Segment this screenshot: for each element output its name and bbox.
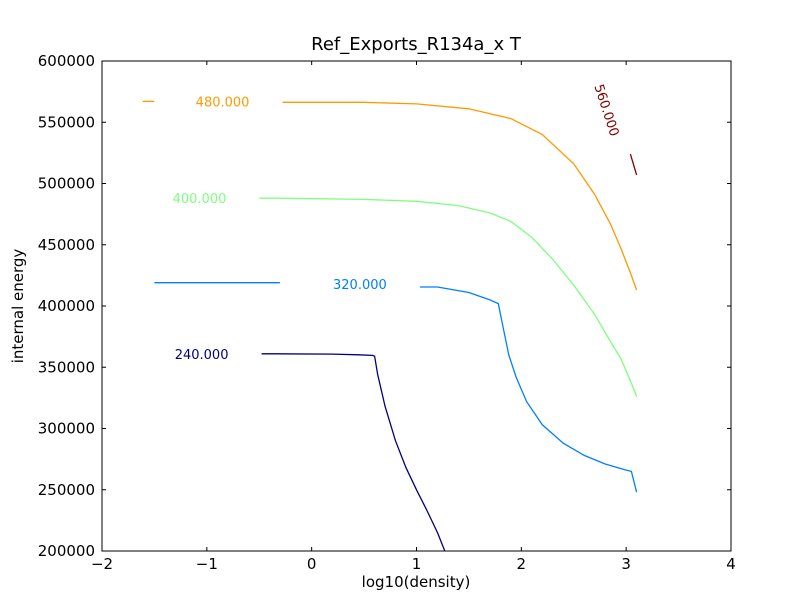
- y-tick-label: 350000: [38, 358, 95, 376]
- x-tick-label: 0: [307, 555, 317, 573]
- y-tick-label: 300000: [38, 420, 95, 438]
- x-tick-label: 3: [621, 555, 631, 573]
- x-tick-label: −2: [91, 555, 113, 573]
- plot-frame: [101, 60, 732, 552]
- y-axis-title: internal energy: [9, 249, 27, 364]
- y-tick-label: 200000: [38, 542, 95, 560]
- chart-title: Ref_Exports_R134a_x T: [311, 34, 522, 55]
- x-tick-label: 4: [726, 555, 736, 573]
- y-tick-label: 500000: [38, 175, 95, 193]
- ticks-layer: −2 −1 0 1 2 3 4 200000 250000 300000 350000 400000 4…: [38, 52, 736, 573]
- contour-line-560-000: [629, 153, 638, 176]
- contour-line-240-000: [261, 353, 446, 551]
- x-tick-label: 2: [517, 555, 527, 573]
- contour-label: 480.000: [196, 95, 250, 110]
- y-tick-label: 450000: [38, 236, 95, 254]
- contour-label: 320.000: [333, 278, 387, 293]
- y-tick-label: 550000: [38, 113, 95, 131]
- x-axis-title: log10(density): [362, 573, 471, 591]
- x-tick-label: 1: [412, 555, 422, 573]
- contour-line-400-000: [259, 197, 638, 397]
- y-tick-label: 600000: [38, 52, 95, 70]
- x-tick-label: −1: [196, 555, 218, 573]
- contour-label: 240.000: [175, 348, 229, 363]
- contour-line-320-000: [419, 286, 638, 493]
- y-tick-label: 400000: [38, 297, 95, 315]
- contour-label: 400.000: [173, 192, 227, 207]
- y-tick-label: 250000: [38, 481, 95, 499]
- contour-line-480-000: [282, 101, 638, 291]
